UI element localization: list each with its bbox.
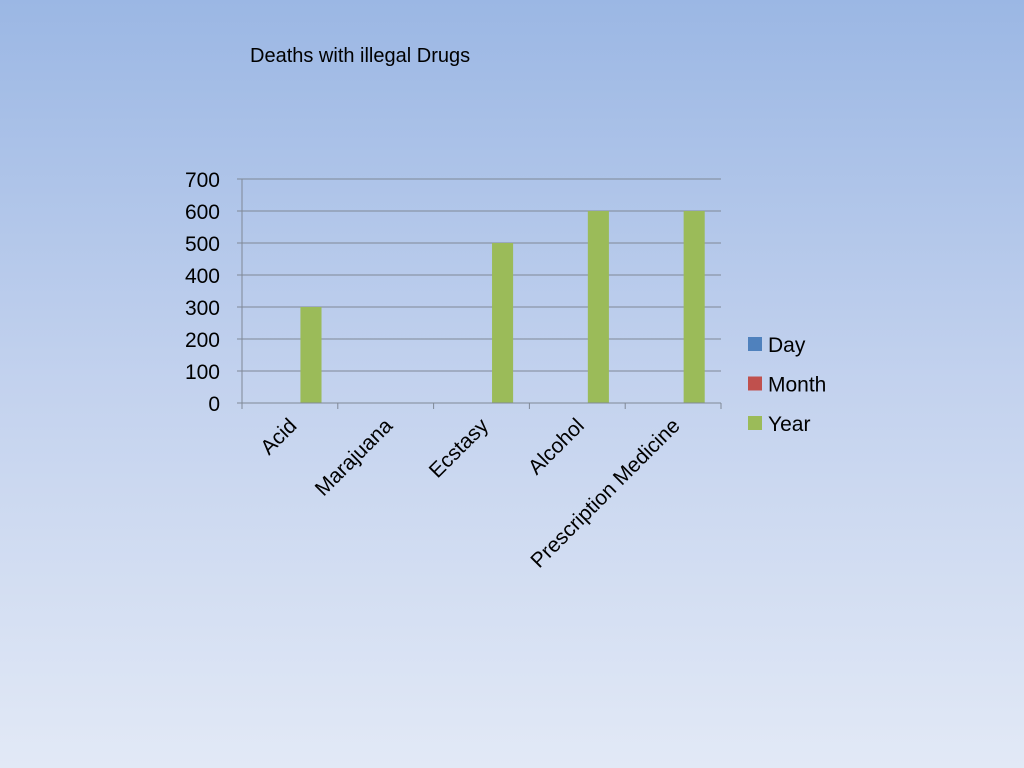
y-tick-label: 400 xyxy=(185,265,220,288)
legend-label: Month xyxy=(768,374,826,397)
bar-year xyxy=(300,307,322,403)
legend-label: Day xyxy=(768,334,806,357)
legend-swatch-day xyxy=(748,337,762,351)
x-tick-label: Acid xyxy=(256,414,301,459)
chart-title: Deaths with illegal Drugs xyxy=(250,45,470,67)
y-tick-label: 700 xyxy=(185,169,220,192)
legend-label: Year xyxy=(768,413,810,436)
y-tick-labels: 0 100 200 300 400 500 600 700 xyxy=(185,169,220,416)
legend-swatch-month xyxy=(748,376,762,391)
bar-year xyxy=(683,211,705,403)
bar-year xyxy=(587,211,609,403)
y-tick-label: 300 xyxy=(185,297,220,320)
x-tick-label: Ecstasy xyxy=(425,414,494,483)
bar-year xyxy=(492,243,514,403)
bars xyxy=(300,211,705,403)
legend-swatch-year xyxy=(748,416,762,430)
y-tick-label: 500 xyxy=(185,233,220,256)
x-tick-label: Marajuana xyxy=(311,414,398,501)
gridlines xyxy=(242,178,721,372)
y-tick-label: 0 xyxy=(208,393,220,416)
x-tick-labels: Acid Marajuana Ecstasy AlcoholPrescription … xyxy=(256,414,684,573)
legend: Day Month Year xyxy=(748,334,826,436)
y-tick-label: 600 xyxy=(185,201,220,224)
x-tick-label: Alcohol xyxy=(524,414,589,479)
y-tick-label: 200 xyxy=(185,329,220,352)
axes xyxy=(237,178,722,409)
y-tick-label: 100 xyxy=(185,361,220,384)
